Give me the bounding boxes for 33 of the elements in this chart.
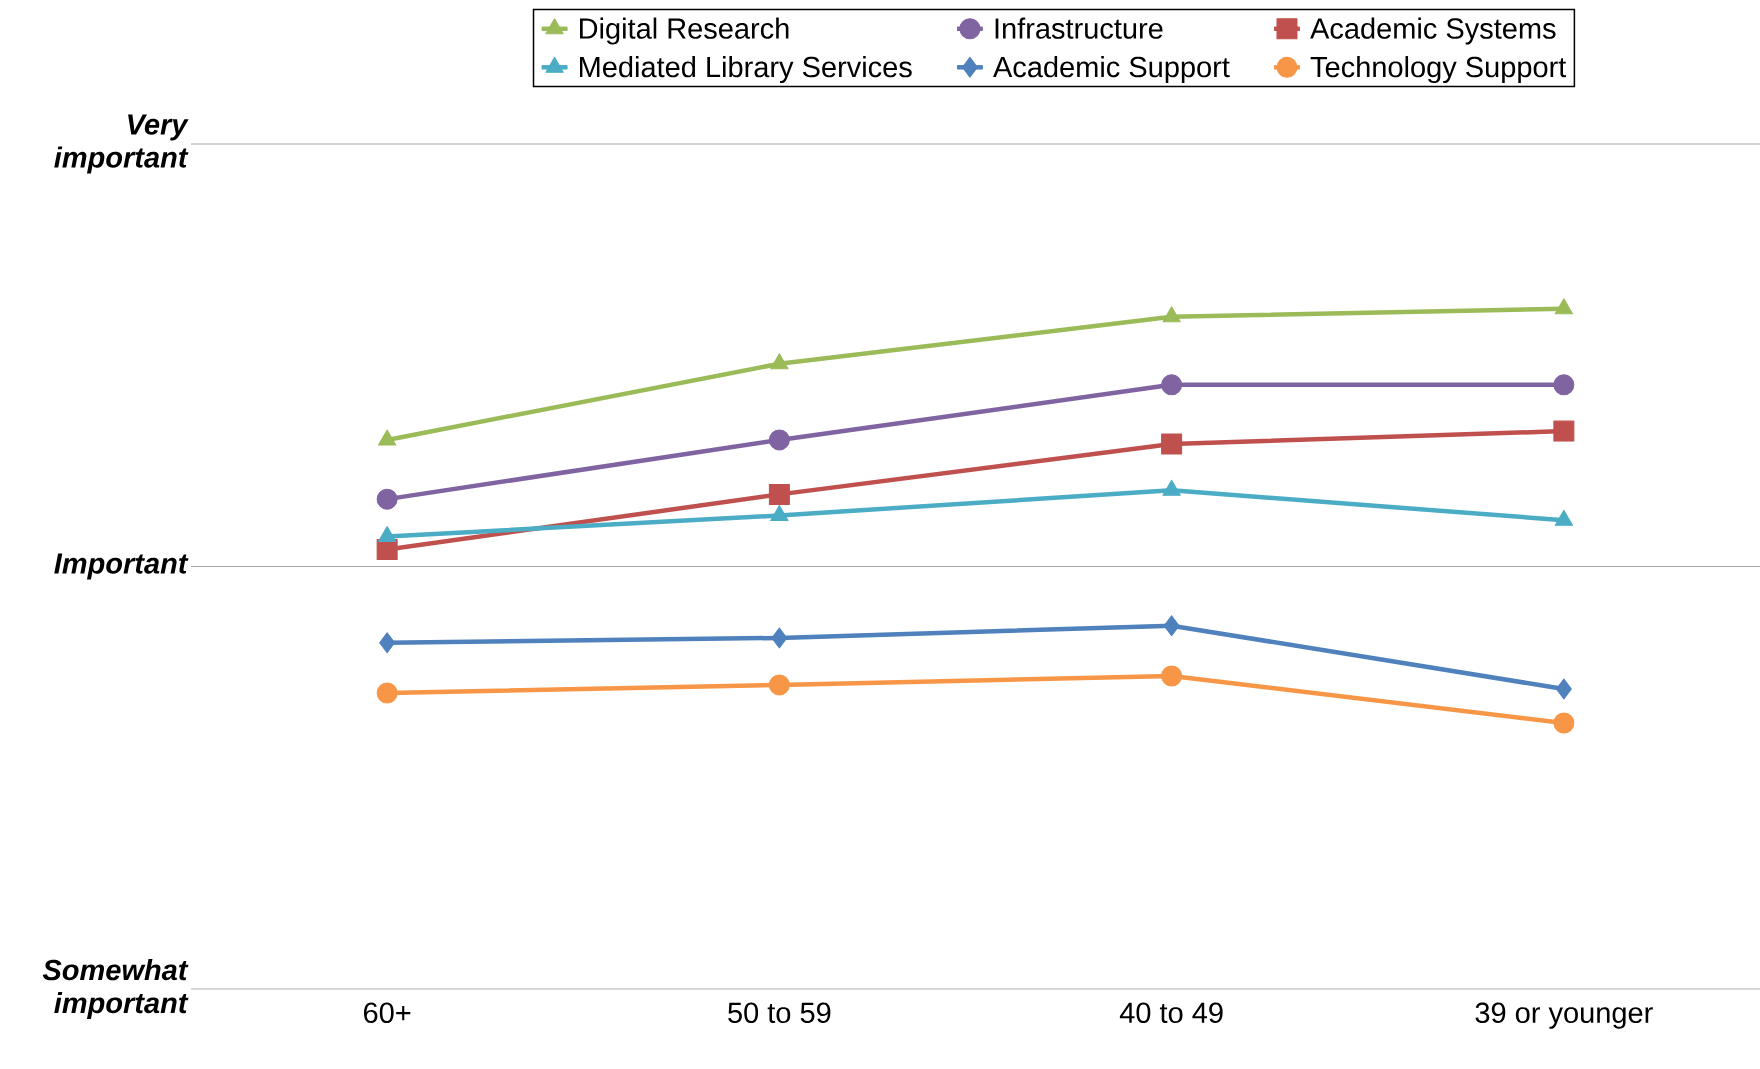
point xyxy=(771,627,788,649)
point xyxy=(376,682,398,704)
point xyxy=(768,429,790,451)
point xyxy=(377,429,397,446)
x-tick-label: 60+ xyxy=(364,1002,411,1024)
point xyxy=(376,488,398,510)
legend-label: Digital Research xyxy=(580,17,789,45)
point xyxy=(768,674,790,696)
point xyxy=(1162,306,1181,323)
text: Somewhat important xyxy=(42,958,189,1020)
legend-label: Technology Support xyxy=(1310,56,1567,84)
point xyxy=(1554,298,1574,315)
point xyxy=(1161,374,1183,396)
point xyxy=(1161,665,1183,687)
legend-label: Academic Systems xyxy=(1310,17,1556,45)
point xyxy=(1161,433,1183,455)
legend-label: Academic Support xyxy=(993,56,1230,84)
point xyxy=(1553,374,1575,396)
legend-label: Infrastructure xyxy=(995,17,1163,39)
point xyxy=(1163,615,1180,637)
ref-line-label: Very important xyxy=(54,114,189,174)
point xyxy=(768,483,790,505)
x-tick-label: 40 to 49 xyxy=(1119,1002,1223,1024)
ref-line-label: Important xyxy=(54,553,189,580)
x-tick-label: 39 or younger xyxy=(1475,1002,1653,1029)
legend-label: Mediated Library Services xyxy=(580,56,912,84)
point xyxy=(1553,420,1575,442)
point xyxy=(379,632,396,654)
point xyxy=(1553,712,1575,734)
point xyxy=(1555,678,1572,700)
x-tick-label: 50 to 59 xyxy=(728,1002,831,1024)
point xyxy=(770,353,789,370)
point xyxy=(377,526,397,543)
